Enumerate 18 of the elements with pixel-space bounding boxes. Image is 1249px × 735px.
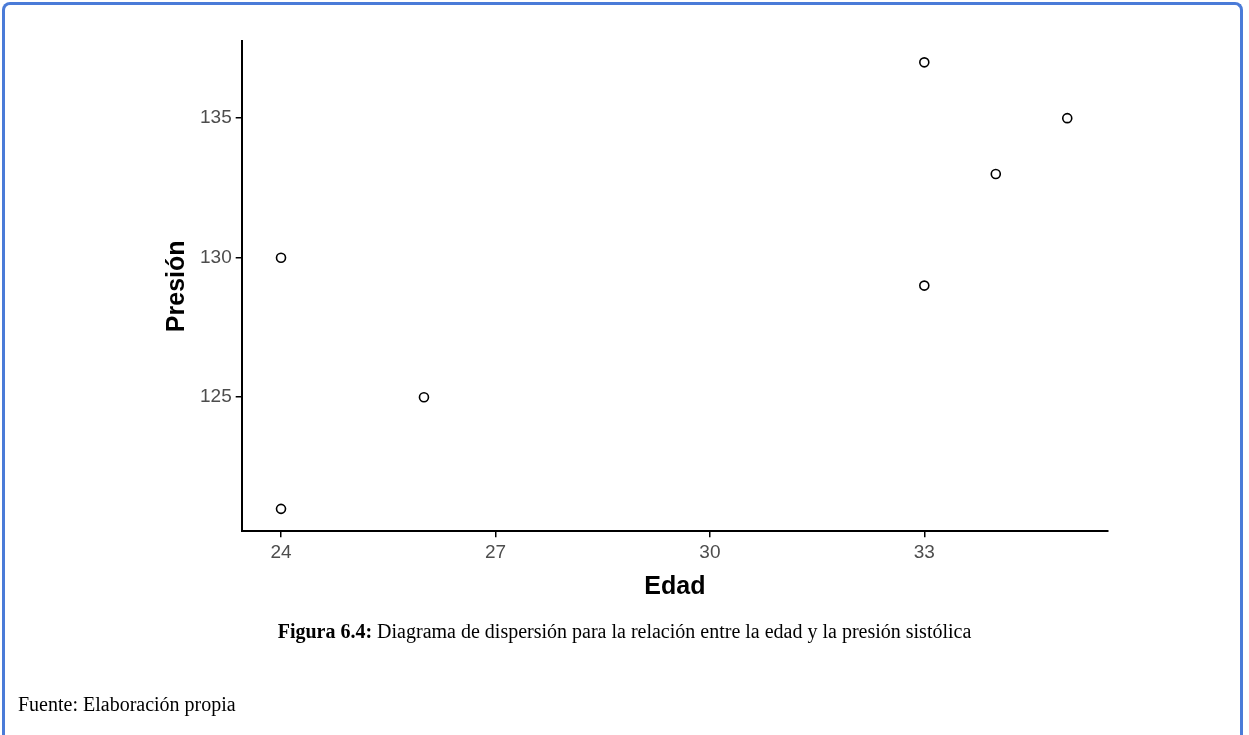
- y-tick-label: 125: [200, 385, 232, 407]
- x-tick-label: 27: [484, 540, 507, 562]
- x-tick-label: 30: [699, 540, 721, 562]
- y-tick-label: 135: [200, 106, 232, 128]
- point: [1061, 112, 1073, 124]
- point: [275, 252, 287, 263]
- x-tick-label: 33: [913, 540, 935, 562]
- point: [990, 168, 1002, 180]
- y-tick-label: 130: [200, 245, 232, 267]
- text: Figura 6.4: Diagrama de dispersión para la relación entre la edad y la presión sistólica: [277, 620, 972, 642]
- source-note: Fuente: Elaboración propia: [18, 693, 236, 716]
- x-axis-title: Edad: [644, 570, 706, 599]
- y-axis-title: Presión: [160, 240, 189, 333]
- x-tick-label: 24: [270, 540, 293, 562]
- point: [919, 57, 930, 68]
- point: [919, 280, 930, 291]
- point: [418, 391, 430, 403]
- point: [275, 503, 287, 515]
